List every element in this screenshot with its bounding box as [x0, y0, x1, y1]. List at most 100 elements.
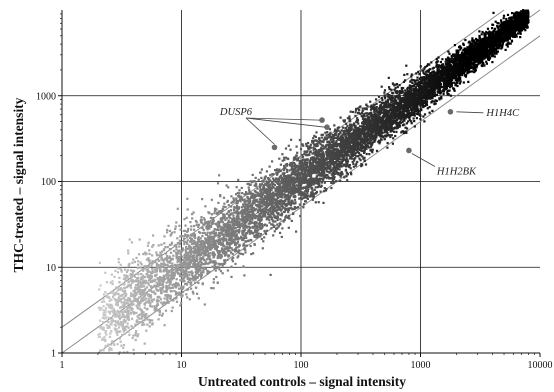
data-point: [410, 75, 413, 78]
data-point: [378, 121, 381, 124]
data-point: [308, 159, 312, 162]
data-point: [421, 103, 424, 106]
data-point: [161, 314, 164, 317]
data-point: [156, 263, 159, 266]
data-point: [119, 340, 122, 343]
data-point: [271, 207, 274, 210]
data-point: [427, 70, 430, 73]
data-point: [219, 194, 222, 197]
data-point: [175, 264, 178, 267]
data-point: [235, 186, 238, 189]
data-point: [380, 97, 383, 100]
data-point: [131, 271, 135, 274]
data-point: [254, 228, 257, 231]
data-point: [155, 273, 158, 276]
data-point: [307, 188, 310, 191]
data-point: [110, 348, 113, 351]
data-point: [374, 133, 377, 136]
data-point: [266, 177, 270, 180]
data-point: [333, 178, 336, 181]
data-point: [506, 45, 509, 48]
data-point: [173, 284, 176, 287]
data-point: [303, 152, 306, 155]
data-point: [206, 258, 209, 261]
data-point: [105, 333, 108, 336]
data-point: [155, 251, 158, 254]
data-point: [247, 192, 250, 195]
data-point: [361, 164, 364, 167]
data-point: [355, 107, 358, 110]
data-point: [492, 23, 495, 26]
data-point: [294, 186, 297, 189]
data-point: [340, 154, 343, 157]
data-point: [342, 155, 345, 159]
data-point: [230, 258, 234, 261]
data-point: [383, 91, 386, 94]
data-point: [181, 271, 184, 274]
data-point: [339, 130, 342, 133]
data-point: [222, 213, 225, 216]
data-point: [410, 110, 413, 113]
data-point: [471, 39, 474, 42]
data-point: [420, 76, 423, 79]
data-point: [324, 173, 328, 176]
data-point: [127, 313, 130, 316]
data-point: [184, 224, 187, 227]
data-point: [188, 273, 191, 277]
data-point: [340, 161, 343, 164]
data-point: [348, 115, 351, 118]
data-point: [113, 298, 116, 301]
data-point: [305, 195, 308, 198]
data-point: [104, 331, 107, 334]
data-point: [439, 74, 442, 77]
data-point: [243, 222, 247, 225]
data-point: [243, 208, 246, 212]
data-point: [98, 261, 101, 264]
data-point: [377, 95, 381, 98]
data-point: [191, 290, 194, 293]
data-point: [261, 197, 264, 200]
data-point: [143, 292, 146, 295]
data-point: [391, 105, 394, 108]
data-point: [272, 220, 275, 223]
data-point: [182, 229, 185, 233]
data-point: [238, 249, 241, 252]
data-point: [344, 148, 347, 151]
data-point: [345, 156, 348, 160]
data-point: [166, 231, 169, 234]
data-point: [438, 98, 441, 101]
data-point: [388, 97, 392, 100]
data-point: [135, 304, 138, 307]
data-point: [341, 165, 344, 168]
data-point: [247, 215, 250, 218]
data-point: [180, 274, 184, 277]
data-point: [321, 161, 324, 164]
data-point: [268, 213, 271, 216]
data-point: [298, 183, 301, 186]
data-point: [310, 191, 313, 194]
data-point: [333, 164, 336, 167]
data-point: [242, 223, 245, 226]
data-point: [179, 251, 182, 255]
data-point: [398, 91, 402, 94]
data-point: [429, 68, 432, 71]
data-point: [145, 312, 148, 316]
data-point: [355, 142, 358, 145]
data-point: [108, 326, 111, 329]
data-point: [129, 284, 132, 287]
data-point: [320, 133, 323, 136]
data-point: [179, 264, 182, 267]
data-point: [281, 159, 284, 162]
data-point: [192, 279, 195, 282]
data-point: [193, 224, 196, 228]
data-point: [243, 244, 246, 247]
data-point: [230, 251, 233, 254]
data-point: [332, 181, 335, 185]
data-point: [383, 138, 386, 141]
data-point: [144, 314, 147, 317]
data-point: [293, 198, 297, 201]
data-point: [260, 183, 263, 186]
data-point: [253, 196, 256, 199]
data-point: [449, 63, 452, 67]
data-point: [450, 61, 453, 64]
